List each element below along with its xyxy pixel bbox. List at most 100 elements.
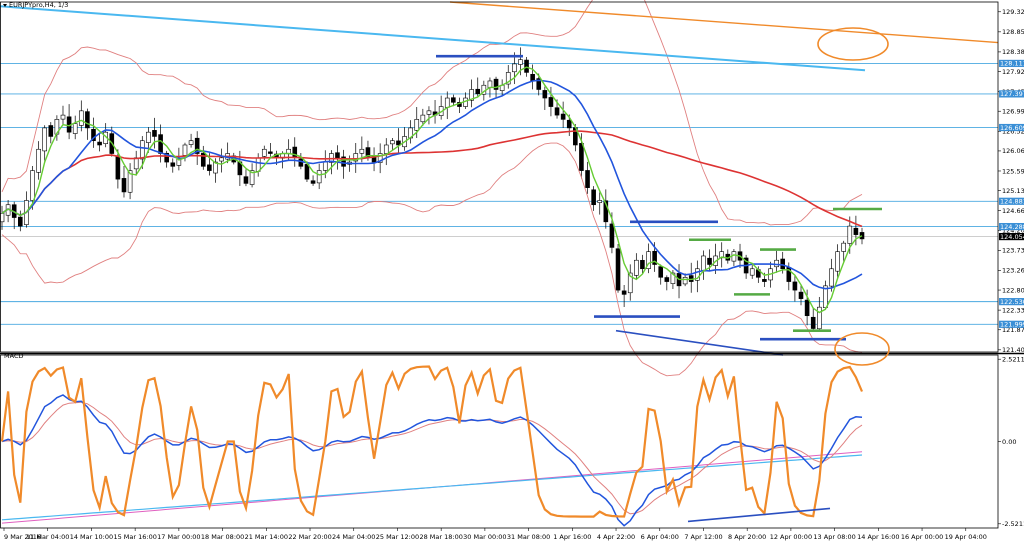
candle-body xyxy=(292,146,298,159)
price-axis-label: 126.521 xyxy=(1002,128,1024,136)
level-price-tag-label: 124.288 xyxy=(1000,223,1024,231)
candle-body xyxy=(853,227,859,235)
candle-body xyxy=(121,178,127,193)
price-axis-label: 126.061 xyxy=(1002,147,1024,155)
time-axis-label: 14 Mar 10:00 xyxy=(70,533,113,541)
candle-body xyxy=(512,63,517,73)
candle-body xyxy=(261,148,267,157)
time-axis-label: 9 Mar 2016 xyxy=(4,533,41,541)
candle-body xyxy=(164,152,169,163)
highlight-ellipse xyxy=(834,332,890,366)
candle-body xyxy=(469,89,474,101)
candle-body xyxy=(646,251,651,269)
candle-body xyxy=(505,72,511,85)
candle-body xyxy=(359,148,365,154)
price-axis-label: 124.201 xyxy=(1002,227,1024,235)
time-axis-label: 16 Apr 00:00 xyxy=(901,533,943,541)
candle-body xyxy=(664,277,670,282)
level-price-tag-label: 124.881 xyxy=(1000,198,1024,206)
level-price-tag xyxy=(999,123,1024,132)
candle-body xyxy=(85,111,90,129)
price-axis-label: 125.131 xyxy=(1002,187,1024,195)
time-axis-label: 1 Apr 16:00 xyxy=(553,533,591,541)
macd-panel[interactable] xyxy=(0,365,864,527)
time-axis-label: 13 Apr 08:00 xyxy=(813,533,855,541)
macd-label: MACD xyxy=(4,352,23,360)
candle-body xyxy=(493,78,499,90)
candle-body xyxy=(475,88,481,95)
time-axis-label: 6 Apr 04:00 xyxy=(641,533,679,541)
highlight-ellipse xyxy=(817,27,889,61)
candle-body xyxy=(640,260,645,270)
candle-body xyxy=(548,97,554,107)
candle-body xyxy=(530,74,535,82)
time-axis-label: 31 Mar 08:00 xyxy=(507,533,550,541)
level-price-tag xyxy=(999,222,1024,231)
candle-body xyxy=(444,97,450,108)
time-axis-label: 21 Mar 14:00 xyxy=(245,533,288,541)
candle-body xyxy=(658,266,664,278)
time-axis-label: 19 Apr 04:00 xyxy=(945,533,987,541)
candle-body xyxy=(670,272,676,284)
lower-band-line xyxy=(1,142,863,377)
candle-body xyxy=(554,107,560,116)
time-axis-label: 15 Mar 16:00 xyxy=(113,533,156,541)
macd-axis-label: -2.5211 xyxy=(1002,520,1024,528)
candle-body xyxy=(487,80,493,88)
candle-body xyxy=(810,316,816,329)
candle-body xyxy=(591,189,596,206)
macd-main-line xyxy=(1,394,863,527)
time-axis-label: 8 Apr 20:00 xyxy=(728,533,766,541)
candle-body xyxy=(603,200,609,223)
candle-body xyxy=(115,155,121,180)
candle-body xyxy=(17,216,23,227)
time-axis-label: 12 Apr 00:00 xyxy=(770,533,812,541)
price-axis-label: 128.851 xyxy=(1002,28,1024,36)
candle-body xyxy=(859,232,865,240)
candle-body xyxy=(146,131,151,143)
price-panel[interactable] xyxy=(0,0,999,377)
candle-body xyxy=(682,277,688,285)
candle-body xyxy=(542,90,548,99)
candle-body xyxy=(158,134,163,154)
macd-slow-blue-line xyxy=(1,454,863,521)
candle-body xyxy=(133,157,139,170)
candle-body xyxy=(60,114,66,120)
candle-body xyxy=(652,250,657,265)
candle-body xyxy=(322,161,328,171)
symbol-dropdown-icon[interactable] xyxy=(3,4,7,7)
symbol-label: EURJPYpro,H4, 1/3 xyxy=(9,1,68,9)
candle-body xyxy=(170,162,176,167)
price-axis-label: 127.921 xyxy=(1002,68,1024,76)
candle-body xyxy=(188,140,194,145)
candle-body xyxy=(749,268,755,276)
candle-body xyxy=(426,110,432,115)
candle-body xyxy=(762,279,767,282)
level-price-tag-label: 127.397 xyxy=(1000,90,1024,98)
level-price-tag xyxy=(999,90,1024,98)
macd-oscillator-line xyxy=(0,365,864,518)
level-price-tag-label: 122.530 xyxy=(1000,298,1024,306)
candle-body xyxy=(219,157,224,162)
price-frame xyxy=(0,1,999,353)
candle-body xyxy=(585,170,590,188)
candle-body xyxy=(609,223,615,248)
price-axis-label: 129.321 xyxy=(1002,8,1024,16)
macd-axis-label: 0.00 xyxy=(1002,438,1016,446)
time-axis-label: 17 Mar 00:00 xyxy=(157,533,200,541)
macd-divergence-line xyxy=(687,507,831,523)
candle-body xyxy=(615,248,621,291)
current-price-tag xyxy=(999,232,1024,241)
candle-body xyxy=(451,97,456,103)
candle-body xyxy=(634,259,639,276)
candle-body xyxy=(792,281,798,291)
time-axis-label: 25 Mar 12:00 xyxy=(376,533,419,541)
candle-body xyxy=(835,251,840,272)
candle-body xyxy=(316,170,322,184)
time-axis-label: 18 Mar 08:00 xyxy=(201,533,244,541)
candle-body xyxy=(30,170,35,201)
price-axis-label: 126.991 xyxy=(1002,108,1024,116)
candle-body xyxy=(127,170,133,193)
